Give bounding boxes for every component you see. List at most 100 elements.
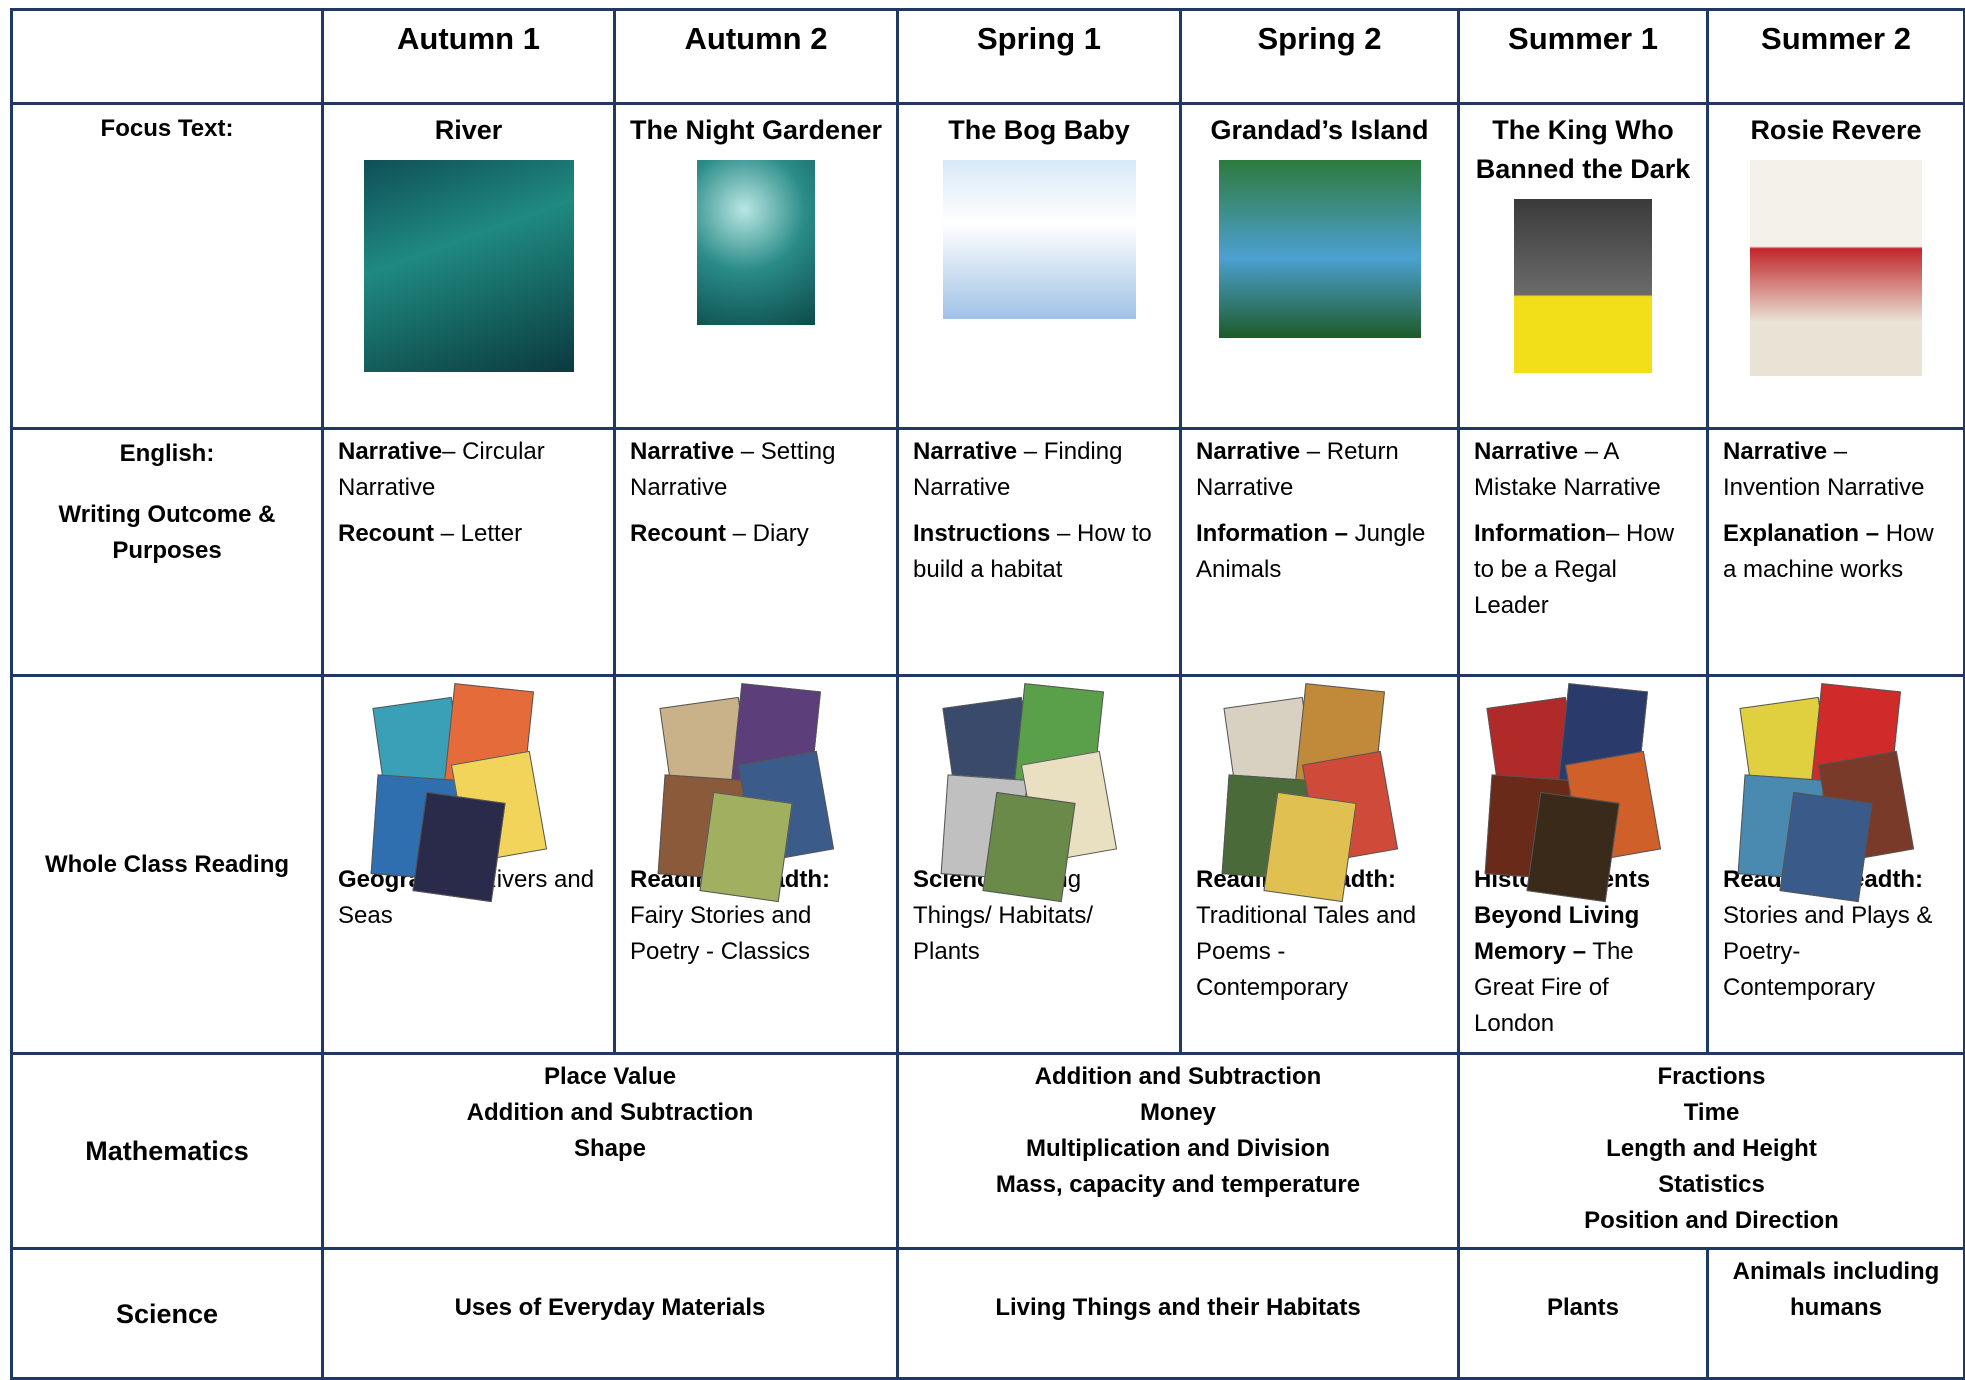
outcome-type: Narrative (630, 438, 735, 465)
outcome-type: Explanation – (1723, 520, 1880, 547)
focus-text-row: Focus Text: River The Night Gardener The Bo… (10, 102, 1965, 430)
outcome-detail: – Diary (726, 520, 809, 547)
mini-cover (1526, 791, 1620, 903)
outcome: Information– How to be a Regal Leader (1460, 516, 1706, 624)
book-cover (363, 160, 574, 372)
reading-detail: Rivers and Seas (338, 866, 595, 929)
book-cover (1750, 160, 1922, 376)
focus-cell: River (321, 102, 616, 430)
science-topic: Uses of Everyday Materials (321, 1247, 899, 1380)
book-collage (1220, 683, 1420, 903)
row-label: English: Writing Outcome & Purposes (10, 427, 324, 677)
label-line: Writing Outcome & Purposes (58, 501, 276, 564)
book-collage (656, 683, 856, 903)
row-label: Mathematics (10, 1052, 324, 1250)
maths-topic: Mass, capacity and temperature (995, 1171, 1361, 1198)
outcome-detail: – How to build a habitat (913, 520, 1152, 583)
focus-cell: The King Who Banned the Dark (1457, 102, 1709, 430)
header-row: Autumn 1 Autumn 2 Spring 1 Spring 2 Summer 1… (10, 8, 1965, 105)
outcome-detail: – Finding Narrative (913, 438, 1123, 501)
corner-cell (10, 8, 324, 105)
english-row: English: Writing Outcome & Purposes Narrat… (10, 427, 1965, 677)
english-cell: Narrative– Circular Narrative Recount – L… (321, 427, 616, 677)
maths-topic: Multiplication and Division (1025, 1135, 1330, 1162)
mini-cover (1262, 791, 1357, 903)
maths-topic: Time (1683, 1099, 1740, 1126)
outcome: Recount – Diary (616, 516, 896, 552)
book-title: The Bog Baby (948, 115, 1130, 145)
label-line: English: (119, 440, 215, 467)
book-title: Rosie Revere (1750, 115, 1922, 145)
row-label: Focus Text: (10, 102, 324, 430)
mini-cover (982, 791, 1076, 903)
outcome: Instructions – How to build a habitat (899, 516, 1179, 588)
maths-cell: Place Value Addition and Subtraction Shape (321, 1052, 899, 1250)
science-row: Science Uses of Everyday Materials Living … (10, 1247, 1965, 1380)
maths-topic: Position and Direction (1584, 1207, 1839, 1234)
outcome-detail: – Circular Narrative (338, 438, 545, 501)
outcome-detail: – Invention Narrative (1723, 438, 1925, 501)
focus-cell: Rosie Revere (1706, 102, 1965, 430)
reading-detail: Stories and Plays & Poetry- Contemporary (1723, 902, 1933, 1001)
outcome-detail: – Setting Narrative (630, 438, 836, 501)
term-header: Spring 1 (896, 8, 1182, 105)
outcome-type: Information – (1196, 520, 1349, 547)
outcome: Recount – Letter (324, 516, 613, 552)
outcome-type: Information (1474, 520, 1606, 547)
row-label: Whole Class Reading (10, 674, 324, 1055)
outcome-detail: – How to be a Regal Leader (1474, 520, 1675, 619)
maths-topic: Fractions (1657, 1063, 1766, 1090)
focus-cell: The Night Gardener (613, 102, 899, 430)
outcome: Narrative – Setting Narrative (616, 434, 896, 506)
book-title: The King Who Banned the Dark (1475, 115, 1691, 184)
book-cover (1218, 160, 1421, 338)
outcome-detail: – Letter (434, 520, 523, 547)
book-title: River (434, 115, 503, 145)
book-collage (1483, 683, 1683, 903)
outcome-type: Recount (338, 520, 434, 547)
outcome-type: Instructions (913, 520, 1051, 547)
reading-cell: Science: Living Things/ Habitats/ Plants (896, 674, 1182, 1055)
reading-row: Whole Class Reading Geography: Rivers and… (10, 674, 1965, 1055)
page: Autumn 1 Autumn 2 Spring 1 Spring 2 Summer 1… (10, 8, 1965, 1380)
reading-detail: Traditional Tales and Poems - Contempora… (1196, 902, 1417, 1001)
reading-detail: Fairy Stories and Poetry - Classics (630, 902, 812, 965)
book-collage (939, 683, 1139, 903)
maths-topic: Money (1139, 1099, 1216, 1126)
maths-topic: Place Value (543, 1063, 677, 1090)
outcome: Narrative – A Mistake Narrative (1460, 434, 1706, 506)
term-header: Spring 2 (1179, 8, 1460, 105)
outcome: Narrative – Finding Narrative (899, 434, 1179, 506)
outcome: Narrative – Invention Narrative (1709, 434, 1963, 506)
maths-topic: Addition and Subtraction (1034, 1063, 1322, 1090)
book-collage (369, 683, 569, 903)
maths-cell: Fractions Time Length and Height Statistics… (1457, 1052, 1965, 1250)
focus-cell: Grandad’s Island (1179, 102, 1460, 430)
curriculum-table: Autumn 1 Autumn 2 Spring 1 Spring 2 Summer 1… (10, 8, 1965, 1380)
outcome: Information – Jungle Animals (1182, 516, 1457, 588)
reading-cell: Reading Breadth: Stories and Plays & Poe… (1706, 674, 1965, 1055)
book-cover (697, 160, 815, 325)
book-collage (1736, 683, 1936, 903)
science-topic: Plants (1457, 1247, 1709, 1380)
row-label: Science (10, 1247, 324, 1380)
outcome-detail: – Return Narrative (1196, 438, 1399, 501)
english-cell: Narrative – Setting Narrative Recount – D… (613, 427, 899, 677)
book-title: The Night Gardener (629, 115, 883, 145)
outcome-type: Narrative (1196, 438, 1301, 465)
outcome-type: Narrative (1723, 438, 1828, 465)
reading-cell: Geography: Rivers and Seas (321, 674, 616, 1055)
outcome-type: Narrative (338, 438, 443, 465)
science-topic: Animals including humans (1706, 1247, 1965, 1380)
outcome-detail: – A Mistake Narrative (1474, 438, 1661, 501)
outcome-type: Narrative (1474, 438, 1579, 465)
term-header: Summer 2 (1706, 8, 1965, 105)
science-topic: Living Things and their Habitats (896, 1247, 1460, 1380)
book-cover (942, 160, 1136, 319)
maths-topic: Shape (573, 1135, 647, 1162)
term-header: Summer 1 (1457, 8, 1709, 105)
maths-topic: Statistics (1658, 1171, 1765, 1198)
english-cell: Narrative – Return Narrative Information … (1179, 427, 1460, 677)
mathematics-row: Mathematics Place Value Addition and Subtr… (10, 1052, 1965, 1250)
term-header: Autumn 1 (321, 8, 616, 105)
